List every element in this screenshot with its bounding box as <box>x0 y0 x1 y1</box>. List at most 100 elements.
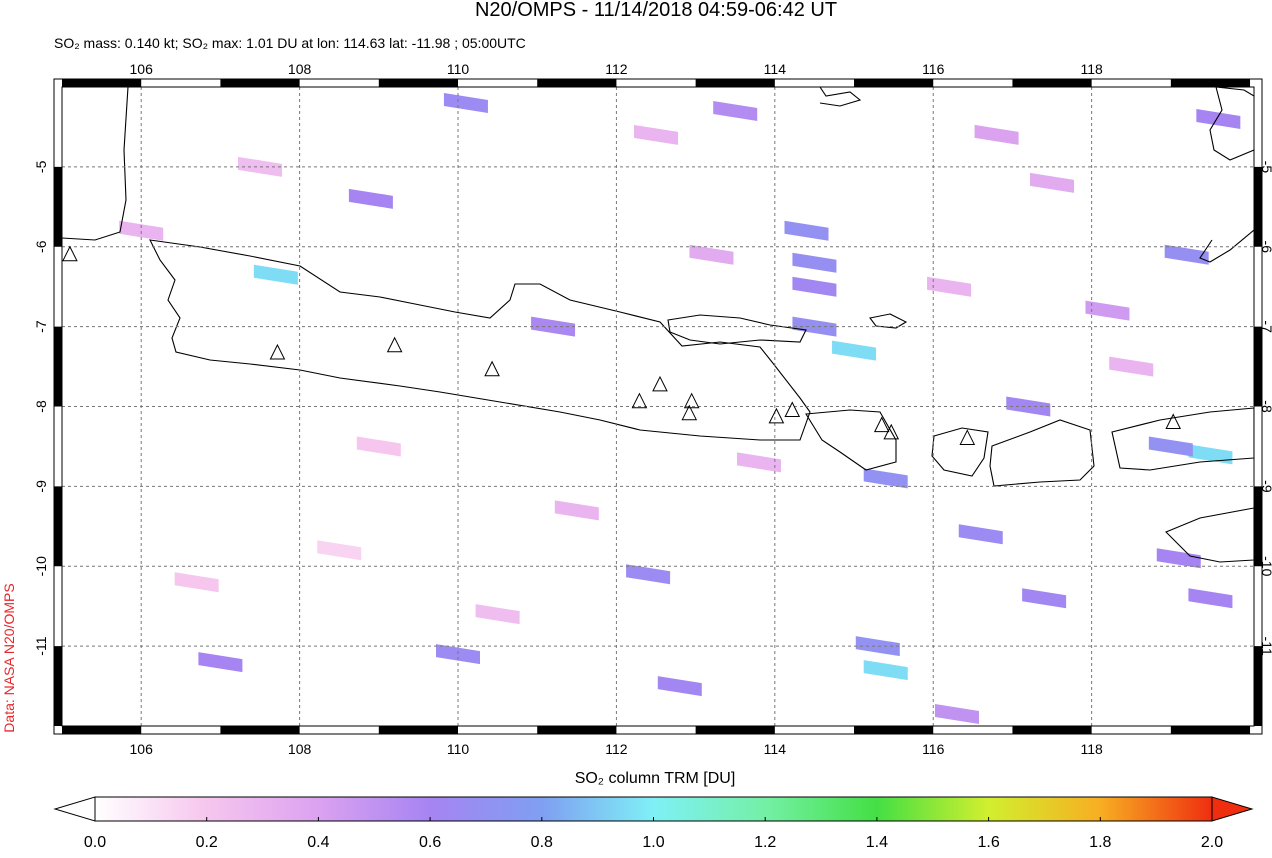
x-tick-label-bottom: 114 <box>764 741 787 757</box>
so2-pixel <box>634 124 679 145</box>
x-tick-label-top: 118 <box>1080 61 1103 77</box>
y-tick-label-left: -6 <box>33 240 49 253</box>
so2-pixel <box>657 676 702 697</box>
so2-pixel <box>1085 300 1130 321</box>
so2-pixel <box>832 340 877 361</box>
volcano <box>484 360 500 377</box>
colorbar-tick-label: 0.4 <box>307 834 329 851</box>
frame-bar <box>537 726 617 734</box>
so2-pixel <box>1164 244 1209 265</box>
so2-pixel <box>531 316 576 337</box>
coast-borneo <box>819 87 862 107</box>
so2-pixel <box>443 92 488 113</box>
coast-sulawesi <box>1199 87 1254 263</box>
so2-pixel <box>174 572 219 593</box>
so2-pixel <box>863 468 908 489</box>
so2-pixel <box>934 704 979 725</box>
coast-lombok <box>931 427 989 477</box>
so2-pixel <box>554 500 599 521</box>
frame-bar <box>1254 646 1262 726</box>
plot-border <box>61 86 1255 727</box>
frame-bar <box>537 79 617 87</box>
y-tick-label-left: -11 <box>33 636 49 655</box>
y-tick-label-left: -9 <box>33 480 49 493</box>
frame-bar <box>62 726 142 734</box>
colorbar-tick-label: 0.0 <box>84 834 106 851</box>
y-tick-label-left: -8 <box>33 400 49 413</box>
so2-pixel <box>736 452 781 473</box>
colorbar-ticks: 0.0 0.2 0.4 0.6 0.8 1.0 1.2 1.4 1.6 1.8 2.0 <box>84 817 1223 851</box>
y-tick-label-left: -5 <box>33 160 49 173</box>
volcano <box>62 245 78 262</box>
colorbar-tick-label: 2.0 <box>1201 834 1223 851</box>
so2-pixel <box>317 540 362 561</box>
so2-pixel <box>198 652 243 673</box>
volcano <box>883 423 900 440</box>
x-tick-label-top: 112 <box>605 61 628 77</box>
frame-bar <box>54 326 62 407</box>
coast-islet <box>869 313 908 329</box>
x-tick-label-bottom: 116 <box>922 741 945 757</box>
coast-sumbawa <box>989 419 1095 487</box>
frame-bar <box>1170 726 1251 734</box>
colorbar-label: SO₂ column TRM [DU] <box>575 770 736 787</box>
coastlines <box>62 87 1254 563</box>
frame-bar <box>1254 326 1262 407</box>
x-tick-label-top: 108 <box>288 61 312 77</box>
so2-pixel <box>784 220 829 241</box>
colorbar-tick-label: 1.0 <box>642 834 664 851</box>
volcano <box>681 404 698 421</box>
so2-pixel <box>927 276 972 297</box>
colorbar-under <box>53 796 96 822</box>
frame-bar <box>54 166 62 247</box>
frame-bar <box>62 79 142 87</box>
x-tick-label-top: 114 <box>764 61 787 77</box>
colorbar-tick-label: 1.4 <box>866 834 888 851</box>
so2-pixel <box>356 436 401 457</box>
x-tick-label-bottom: 110 <box>447 741 470 757</box>
so2-pixel <box>1196 108 1241 129</box>
frame-bar <box>1012 726 1092 734</box>
volcano <box>269 343 286 360</box>
so2-pixel <box>1188 444 1233 465</box>
so2-pixel <box>253 264 298 285</box>
so2-pixel <box>1022 588 1067 609</box>
volcano-layer <box>62 245 1182 445</box>
x-tick-label-top: 110 <box>447 61 470 77</box>
colorbar-over <box>1211 796 1254 822</box>
colorbar-tick-label: 1.2 <box>754 834 776 851</box>
frame-bar <box>220 726 300 734</box>
colorbar-tick-label: 0.6 <box>419 834 441 851</box>
so2-pixel <box>689 244 734 265</box>
so2-pixel <box>436 644 481 665</box>
volcano <box>784 401 801 417</box>
frame-bar <box>1170 79 1251 87</box>
frame-bar <box>695 79 775 87</box>
frame-bar <box>54 646 62 726</box>
so2-pixel <box>119 220 164 241</box>
frame-bar <box>1012 79 1092 87</box>
x-tick-label-bottom: 118 <box>1080 741 1103 757</box>
so2-pixel <box>855 636 900 657</box>
colorbar-tick-label: 1.6 <box>977 834 999 851</box>
chart-title: N20/OMPS - 11/14/2018 04:59-06:42 UT <box>475 0 837 21</box>
so2-pixel <box>475 604 520 625</box>
frame: 106 106 108 108 110 110 112 112 114 114 116 116 118 1… <box>33 61 1272 757</box>
frame-bar <box>378 726 459 734</box>
frame-bar <box>54 486 62 567</box>
coast-bali <box>805 409 897 471</box>
so2-pixel <box>626 564 671 585</box>
volcano <box>768 407 785 424</box>
so2-pixel <box>1148 436 1193 457</box>
volcano <box>386 336 403 353</box>
volcano <box>873 416 890 433</box>
so2-pixel <box>1030 172 1075 193</box>
frame-bar <box>378 79 459 87</box>
subtitle: SO₂ mass: 0.140 kt; SO₂ max: 1.01 DU at … <box>54 35 526 51</box>
so2-pixel <box>1188 588 1233 609</box>
volcano <box>652 375 668 392</box>
frame-border <box>53 78 1263 735</box>
so2-pixel <box>792 276 837 297</box>
so2-pixel <box>958 524 1003 545</box>
